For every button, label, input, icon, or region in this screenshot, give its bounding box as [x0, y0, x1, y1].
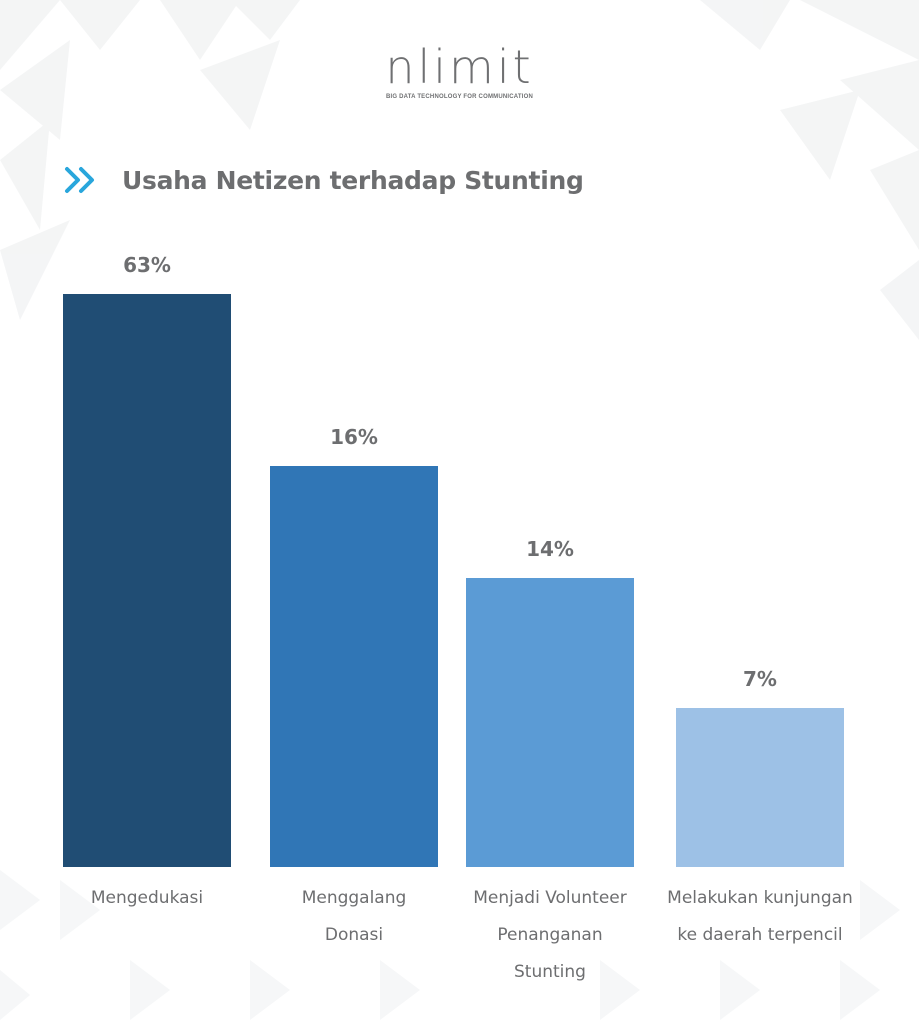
category-label-3-line-3: Stunting: [514, 962, 586, 982]
chart-header: Usaha Netizen terhadap Stunting: [63, 160, 584, 200]
category-label-3-line-1: Menjadi Volunteer: [473, 888, 627, 908]
chart-title: Usaha Netizen terhadap Stunting: [122, 165, 584, 195]
value-label-2: 16%: [330, 425, 378, 449]
logo-wordmark: nlimit: [0, 42, 919, 92]
bar-1: [63, 294, 231, 867]
category-label-2-line-1: Menggalang: [302, 888, 407, 908]
value-label-1: 63%: [123, 253, 171, 277]
bar-2: [270, 466, 438, 867]
value-label-3: 14%: [526, 537, 574, 561]
category-label-2-line-2: Donasi: [325, 925, 383, 945]
double-chevron-right-icon: [65, 167, 94, 193]
value-label-4: 7%: [743, 667, 777, 691]
category-label-4-line-2: ke daerah terpencil: [677, 925, 842, 945]
category-label-1-line-1: Mengedukasi: [91, 888, 203, 908]
category-label-3-line-2: Penanganan: [497, 925, 602, 945]
category-label-4-line-1: Melakukan kunjungan: [667, 888, 853, 908]
logo-tagline: BIG DATA TECHNOLOGY FOR COMMUNICATION: [385, 94, 534, 100]
bar-4: [676, 708, 844, 867]
brand-logo: nlimit BIG DATA TECHNOLOGY FOR COMMUNICA…: [0, 42, 919, 100]
bar-3: [466, 578, 634, 867]
logo-wordmark-text: nlimit: [385, 40, 534, 94]
